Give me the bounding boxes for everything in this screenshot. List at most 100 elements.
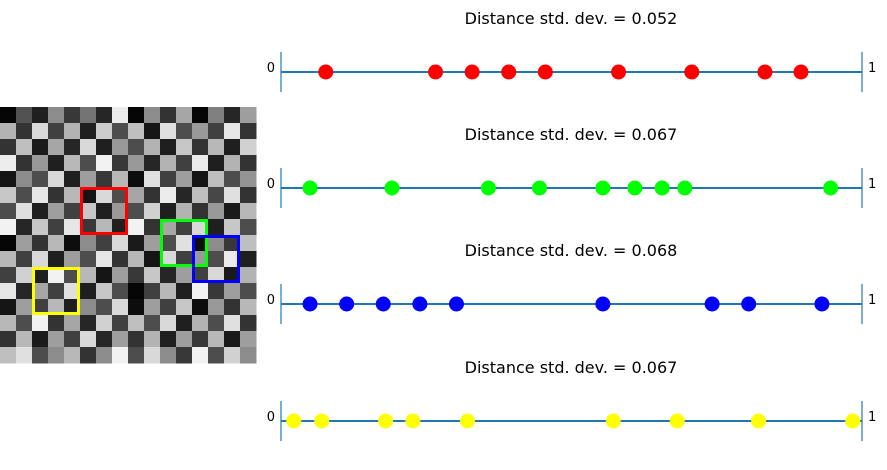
image-pixel: [16, 187, 33, 204]
data-point: [302, 296, 318, 312]
image-pixel: [176, 203, 193, 220]
image-pixel: [192, 267, 209, 284]
image-pixel: [0, 187, 17, 204]
image-pixel: [112, 331, 129, 348]
image-pixel: [208, 299, 225, 316]
image-pixel: [176, 347, 193, 364]
tick-label-min: 0: [267, 410, 275, 425]
image-pixel: [192, 251, 209, 268]
image-pixel: [128, 347, 145, 364]
image-pixel: [16, 139, 33, 156]
image-pixel: [112, 139, 129, 156]
data-point: [595, 180, 611, 196]
image-pixel: [160, 331, 177, 348]
image-pixel: [64, 315, 81, 332]
image-pixel: [16, 155, 33, 172]
image-pixel: [208, 219, 225, 236]
image-pixel: [160, 155, 177, 172]
image-pixel: [224, 283, 241, 300]
image-pixel: [160, 203, 177, 220]
image-pixel: [224, 251, 241, 268]
image-pixel: [240, 251, 257, 268]
image-pixel: [48, 331, 65, 348]
image-pixel: [144, 123, 161, 140]
image-pixel: [0, 267, 17, 284]
image-pixel: [128, 171, 145, 188]
image-pixel: [144, 187, 161, 204]
image-pixel: [240, 315, 257, 332]
image-pixel: [64, 267, 81, 284]
image-pixel: [80, 203, 97, 220]
data-point: [384, 180, 400, 196]
selection-box: [32, 267, 80, 315]
image-pixel: [224, 107, 241, 124]
image-pixel: [144, 315, 161, 332]
image-pixel: [96, 235, 113, 252]
image-pixel: [224, 123, 241, 140]
tick-label-min: 0: [267, 177, 275, 192]
data-point: [627, 180, 643, 196]
image-pixel: [240, 155, 257, 172]
image-pixel: [176, 299, 193, 316]
data-point: [480, 180, 496, 196]
image-pixel: [0, 203, 17, 220]
image-pixel: [128, 107, 145, 124]
image-pixel: [240, 171, 257, 188]
image-pixel: [64, 347, 81, 364]
data-point: [318, 64, 334, 80]
image-pixel: [32, 171, 49, 188]
image-pixel: [64, 299, 81, 316]
image-pixel: [192, 347, 209, 364]
image-pixel: [96, 155, 113, 172]
image-pixel: [96, 347, 113, 364]
image-pixel: [48, 347, 65, 364]
tick-label-max: 1: [868, 61, 876, 76]
image-pixel: [48, 107, 65, 124]
image-pixel: [64, 331, 81, 348]
image-pixel: [176, 139, 193, 156]
image-pixel: [128, 123, 145, 140]
image-pixel: [144, 331, 161, 348]
image-pixel: [176, 219, 193, 236]
image-pixel: [208, 235, 225, 252]
image-pixel: [80, 155, 97, 172]
image-pixel: [16, 283, 33, 300]
image-pixel: [144, 171, 161, 188]
data-point: [677, 180, 693, 196]
image-pixel: [32, 331, 49, 348]
image-pixel: [144, 283, 161, 300]
image-pixel: [176, 315, 193, 332]
image-pixel: [48, 123, 65, 140]
image-pixel: [64, 187, 81, 204]
image-pixel: [224, 267, 241, 284]
image-pixel: [192, 155, 209, 172]
image-pixel: [80, 235, 97, 252]
image-pixel: [224, 155, 241, 172]
image-pixel: [224, 139, 241, 156]
strip-plot: Distance std. dev. = 0.067 0 1: [267, 125, 876, 208]
image-pixel: [48, 299, 65, 316]
image-pixel: [208, 315, 225, 332]
image-pixel: [240, 331, 257, 348]
data-point: [412, 296, 428, 312]
image-pixel: [208, 155, 225, 172]
image-pixel: [208, 139, 225, 156]
image-pixel: [16, 315, 33, 332]
data-point: [460, 413, 476, 429]
image-pixel: [80, 267, 97, 284]
strip-plot: Distance std. dev. = 0.067 0 1: [267, 358, 876, 441]
image-pixel: [144, 219, 161, 236]
image-pixel: [48, 283, 65, 300]
image-pixel: [64, 139, 81, 156]
image-pixel: [112, 315, 129, 332]
data-point: [823, 180, 839, 196]
image-pixel: [96, 251, 113, 268]
image-pixel: [80, 187, 97, 204]
image-pixel: [176, 187, 193, 204]
image-pixel: [48, 267, 65, 284]
image-pixel: [240, 219, 257, 236]
image-pixel: [240, 267, 257, 284]
image-pixel: [0, 123, 17, 140]
image-pixel: [192, 331, 209, 348]
